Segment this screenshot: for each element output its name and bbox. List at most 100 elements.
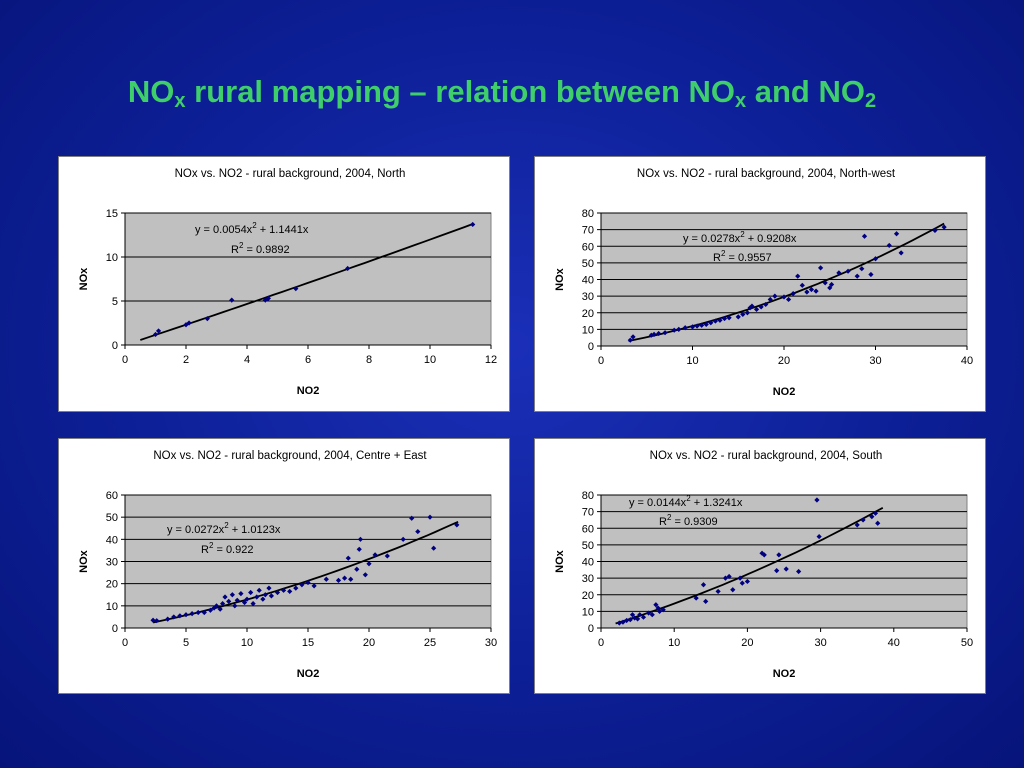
y-tick-label: 50 <box>582 258 594 270</box>
data-point <box>845 268 851 274</box>
y-axis-label: NOx <box>78 549 90 573</box>
data-point <box>305 579 311 586</box>
data-point <box>759 550 765 556</box>
data-point <box>624 617 630 624</box>
chart-north-west: NOx vs. NO2 - rural background, 2004, No… <box>534 156 986 412</box>
data-point <box>772 293 778 299</box>
data-point <box>335 577 342 583</box>
data-point <box>627 337 633 343</box>
r-squared: R2 = 0.922 <box>201 541 253 556</box>
data-point <box>195 609 201 616</box>
x-tick-label: 2 <box>183 354 189 366</box>
data-point <box>861 233 868 239</box>
x-tick-label: 10 <box>241 637 253 649</box>
x-tick-label: 0 <box>122 637 128 649</box>
data-point <box>186 320 192 326</box>
y-tick-label: 10 <box>582 324 594 336</box>
data-point <box>217 606 223 612</box>
data-point <box>229 592 235 598</box>
data-point <box>715 588 721 595</box>
x-axis-label: NO2 <box>773 668 796 680</box>
x-axis-label: NO2 <box>773 386 796 398</box>
data-point <box>244 596 250 602</box>
data-point <box>763 301 769 308</box>
trend-equation: y = 0.0144x2 + 1.3241x <box>629 494 743 509</box>
x-tick-label: 15 <box>302 637 314 649</box>
trendline <box>615 507 884 625</box>
y-tick-label: 40 <box>582 275 594 287</box>
y-tick-label: 10 <box>106 252 118 264</box>
data-point <box>699 322 705 328</box>
chart-svg: NOx vs. NO2 - rural background, 2004, So… <box>554 450 973 680</box>
data-point <box>804 289 810 295</box>
data-point <box>470 221 476 228</box>
data-point <box>189 610 195 617</box>
data-point <box>790 291 796 297</box>
x-tick-label: 0 <box>598 637 604 649</box>
data-point <box>898 250 904 256</box>
data-point <box>656 330 662 337</box>
trend-equation: y = 0.0054x2 + 1.1441x <box>195 221 309 236</box>
trend-equation: y = 0.0272x2 + 1.0123x <box>167 521 281 536</box>
x-tick-label: 10 <box>686 355 698 367</box>
data-point <box>744 310 750 316</box>
y-tick-label: 60 <box>582 523 594 535</box>
y-tick-label: 0 <box>112 623 118 635</box>
y-axis-label: NOx <box>78 267 90 291</box>
data-point <box>207 607 213 613</box>
x-tick-label: 5 <box>183 637 189 649</box>
data-point <box>814 497 820 503</box>
data-point <box>816 533 822 540</box>
y-tick-label: 60 <box>582 241 594 253</box>
x-tick-label: 10 <box>424 354 436 366</box>
data-point <box>941 224 947 230</box>
data-point <box>342 575 348 581</box>
y-tick-label: 40 <box>106 534 118 546</box>
data-point <box>177 613 183 619</box>
x-tick-label: 30 <box>485 637 497 649</box>
x-tick-label: 0 <box>598 355 604 367</box>
x-tick-label: 25 <box>424 637 436 649</box>
data-point <box>229 297 235 303</box>
x-tick-label: 6 <box>305 354 311 366</box>
y-tick-label: 10 <box>582 606 594 618</box>
y-tick-label: 0 <box>112 340 118 352</box>
data-point <box>886 242 892 249</box>
x-tick-label: 40 <box>888 637 900 649</box>
data-point <box>859 266 865 272</box>
r-squared: R2 = 0.9557 <box>713 249 772 264</box>
y-tick-label: 50 <box>582 540 594 552</box>
y-tick-label: 30 <box>582 291 594 303</box>
data-point <box>860 517 866 523</box>
data-point <box>152 331 159 338</box>
y-tick-label: 0 <box>588 623 594 635</box>
y-axis-label: NOx <box>554 549 566 573</box>
data-point <box>201 609 207 616</box>
y-tick-label: 80 <box>582 490 594 502</box>
data-point <box>254 594 260 600</box>
y-axis-label: NOx <box>554 267 566 291</box>
y-tick-label: 60 <box>106 490 118 502</box>
y-tick-label: 0 <box>588 341 594 353</box>
data-point <box>274 589 281 596</box>
data-point <box>366 561 372 567</box>
y-tick-label: 40 <box>582 557 594 569</box>
data-point <box>238 591 244 597</box>
chart-title: NOx vs. NO2 - rural background, 2004, So… <box>650 450 883 462</box>
x-tick-label: 4 <box>244 354 250 366</box>
chart-svg: NOx vs. NO2 - rural background, 2004, Ce… <box>78 450 497 680</box>
x-tick-label: 0 <box>122 354 128 366</box>
chart-title: NOx vs. NO2 - rural background, 2004, No… <box>175 168 406 180</box>
data-point <box>712 318 718 324</box>
x-tick-label: 10 <box>668 637 680 649</box>
y-tick-label: 70 <box>582 225 594 237</box>
data-point <box>836 270 842 276</box>
chart-title: NOx vs. NO2 - rural background, 2004, No… <box>637 168 896 180</box>
y-tick-label: 30 <box>106 557 118 569</box>
data-point <box>818 265 824 271</box>
data-point <box>345 265 351 272</box>
data-point <box>854 522 860 528</box>
data-point <box>656 608 663 614</box>
data-point <box>649 612 655 618</box>
data-point <box>872 256 879 262</box>
